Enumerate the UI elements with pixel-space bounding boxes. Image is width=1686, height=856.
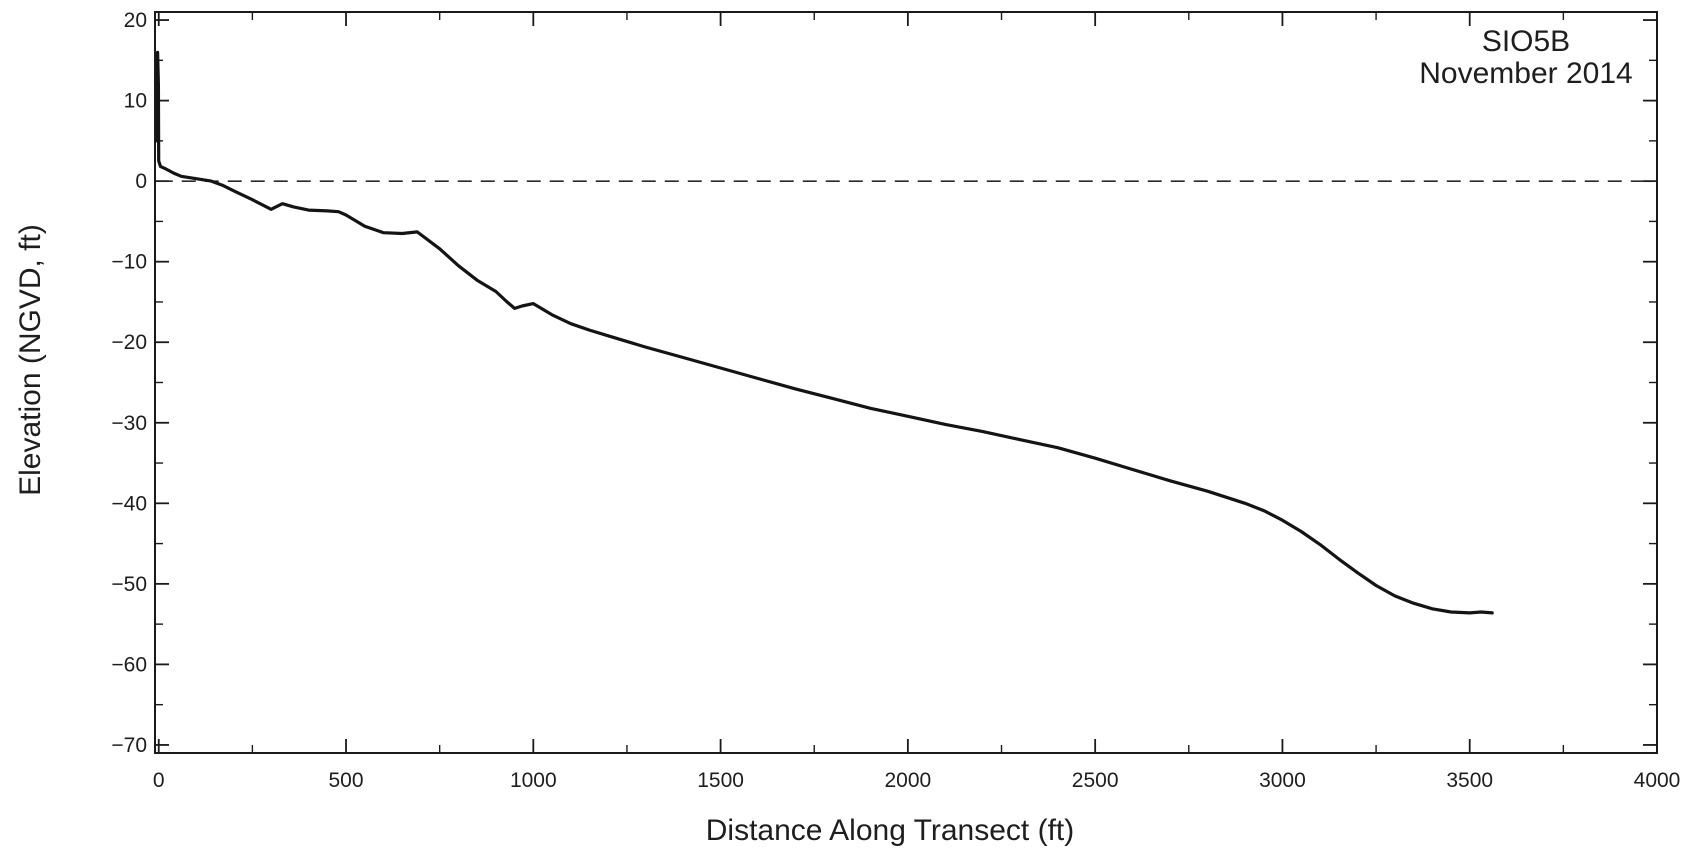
y-axis-title: Elevation (NGVD, ft) <box>14 224 47 496</box>
y-tick-label: 10 <box>124 90 147 113</box>
x-tick-label: 4000 <box>1634 769 1681 792</box>
x-axis-title: Distance Along Transect (ft) <box>706 814 1075 847</box>
x-tick-label: 500 <box>329 769 364 792</box>
survey-date-label: November 2014 <box>1419 57 1632 90</box>
y-tick-label: −40 <box>111 492 147 515</box>
y-tick-labels: 20 10 0 −10 −20 −30 −40 −50 −60 −70 <box>111 9 147 757</box>
x-tick-label: 3500 <box>1446 769 1493 792</box>
x-tick-label: 0 <box>153 769 165 792</box>
y-tick-label: −30 <box>111 412 147 435</box>
y-tick-label: −50 <box>111 573 147 596</box>
x-tick-label: 1500 <box>697 769 744 792</box>
x-tick-label: 2500 <box>1072 769 1119 792</box>
y-tick-label: 0 <box>135 170 147 193</box>
transect-id-label: SIO5B <box>1482 25 1570 58</box>
tick-marks <box>155 12 1658 753</box>
x-tick-labels: 0 500 1000 1500 2000 2500 3000 3500 4000 <box>153 769 1680 792</box>
x-tick-label: 3000 <box>1259 769 1306 792</box>
x-tick-label: 2000 <box>885 769 932 792</box>
plot-frame <box>154 11 1658 754</box>
y-tick-label: −70 <box>111 734 147 757</box>
elevation-profile-line <box>155 50 1494 615</box>
y-tick-label: −60 <box>111 653 147 676</box>
y-tick-label: −10 <box>111 251 147 274</box>
y-tick-label: 20 <box>124 9 147 32</box>
x-tick-label: 1000 <box>510 769 557 792</box>
y-tick-label: −20 <box>111 331 147 354</box>
